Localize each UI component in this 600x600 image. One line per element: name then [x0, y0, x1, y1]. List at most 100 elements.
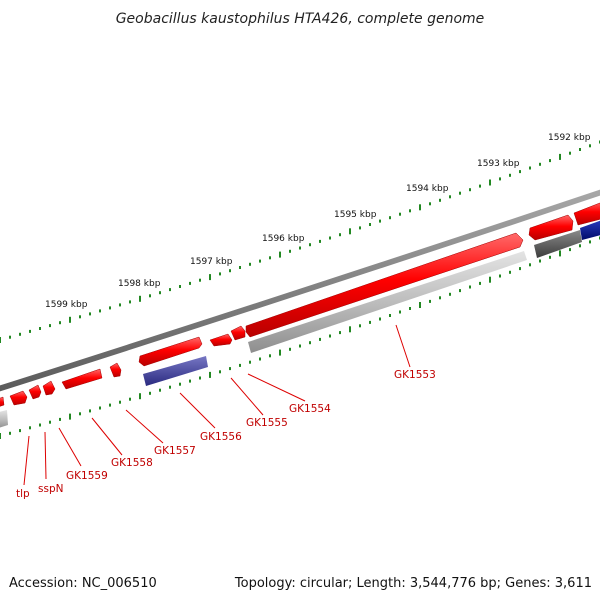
ruler-tick — [419, 302, 421, 308]
ruler-tick — [379, 219, 381, 223]
ruler-tick — [319, 337, 321, 341]
gene-label[interactable]: GK1556 — [200, 431, 242, 443]
ruler-tick — [429, 299, 431, 303]
ruler-tick — [89, 312, 91, 316]
ruler-tick — [539, 162, 541, 166]
gene-gk1553[interactable] — [245, 232, 524, 338]
ruler-tick — [209, 274, 211, 281]
ruler-tick — [309, 243, 311, 247]
ruler-tick — [29, 329, 31, 333]
ruler-tick — [369, 320, 371, 324]
ruler-tick — [159, 291, 161, 295]
ruler-tick — [299, 344, 301, 348]
cds-gk1556[interactable] — [143, 356, 208, 386]
ruler-tick — [529, 166, 531, 170]
ruler-tick — [179, 382, 181, 386]
ruler-tick — [339, 233, 341, 237]
ruler-tick — [279, 251, 281, 258]
ruler-tick — [319, 239, 321, 243]
ruler-tick — [399, 212, 401, 216]
gene-tlp[interactable] — [9, 390, 28, 406]
ruler-tick — [99, 309, 101, 313]
ruler-tick — [169, 288, 171, 292]
cds-left-edge[interactable] — [0, 410, 8, 429]
ruler-tick — [229, 269, 231, 273]
ruler-tick — [329, 236, 331, 240]
ruler-tick — [199, 376, 201, 380]
gene-sspn[interactable] — [28, 384, 42, 400]
forward-strand-genes — [0, 201, 600, 408]
accession-text: Accession: NC_006510 — [9, 576, 157, 591]
ruler-tick — [129, 397, 131, 401]
kbp-label: 1594 kbp — [406, 184, 449, 194]
ruler-tick — [449, 292, 451, 296]
kbp-label: 1599 kbp — [45, 300, 88, 310]
ruler-tick — [19, 332, 21, 336]
gene-label[interactable]: GK1555 — [246, 417, 288, 429]
ruler-tick — [199, 278, 201, 282]
gene-gk1555[interactable] — [209, 333, 233, 347]
gene-edge-left[interactable] — [0, 396, 5, 408]
ruler-tick — [189, 281, 191, 285]
ruler-tick — [219, 272, 221, 276]
gene-labels: GK1553 GK1554 GK1555 GK1556 GK1557 GK155… — [16, 369, 436, 500]
ruler-tick — [569, 248, 571, 252]
ruler-tick — [439, 296, 441, 300]
gene-label[interactable]: tlp — [16, 488, 30, 500]
ruler-tick — [419, 204, 421, 211]
ruler-tick — [149, 294, 151, 298]
gene-label[interactable]: GK1553 — [394, 369, 436, 381]
ruler-tick — [559, 153, 561, 160]
gene-forward-right[interactable] — [528, 214, 574, 241]
ruler-tick — [269, 354, 271, 358]
ruler-tick — [329, 334, 331, 338]
ruler-tick — [49, 420, 51, 424]
ruler-tick — [579, 244, 581, 248]
ruler-tick — [159, 388, 161, 392]
ruler-tick — [589, 240, 591, 244]
gene-label[interactable]: GK1558 — [111, 457, 153, 469]
cds-gk1553[interactable] — [248, 251, 527, 353]
gene-gk1559[interactable] — [42, 380, 56, 396]
gene-gk1558[interactable] — [61, 368, 103, 390]
gene-gk1557[interactable] — [109, 362, 122, 378]
ruler-tick — [119, 303, 121, 307]
ruler-tick — [289, 249, 291, 253]
gene-label[interactable]: GK1559 — [66, 470, 108, 482]
cds-dark[interactable] — [534, 230, 582, 258]
ruler-tick — [179, 285, 181, 288]
ruler-tick — [359, 226, 361, 230]
ruler-tick — [349, 228, 351, 235]
ruler-tick — [129, 300, 131, 304]
ruler-tick — [289, 347, 291, 351]
ruler-tick — [189, 379, 191, 383]
gene-label[interactable]: GK1557 — [154, 445, 196, 457]
kbp-label: 1592 kbp — [548, 133, 591, 143]
gene-label[interactable]: sspN — [38, 483, 63, 495]
gene-forward-edge[interactable] — [573, 201, 600, 226]
ruler-tick — [149, 391, 151, 395]
ruler-tick — [69, 413, 71, 420]
ruler-tick — [439, 198, 441, 202]
ruler-tick — [349, 326, 351, 333]
ruler-tick — [249, 262, 251, 266]
ruler-tick — [399, 310, 401, 314]
ruler-tick — [169, 385, 171, 389]
gene-label[interactable]: GK1554 — [289, 403, 331, 415]
ruler-tick — [449, 195, 451, 199]
ruler-tick — [519, 267, 521, 271]
ruler-tick — [19, 429, 21, 433]
gene-gk1556[interactable] — [138, 336, 203, 367]
cds-navy[interactable] — [580, 219, 600, 240]
ruler-tick — [0, 433, 1, 439]
ruler-tick — [9, 335, 11, 339]
ruler-tick — [29, 426, 31, 430]
ruler-tick — [49, 324, 51, 328]
ruler-tick — [529, 263, 531, 267]
ruler-tick — [379, 317, 381, 321]
gene-gk1554[interactable] — [230, 325, 246, 341]
kbp-ruler — [0, 140, 600, 439]
ruler-tick — [509, 270, 511, 274]
kbp-scale-labels: 1592 kbp 1593 kbp 1594 kbp 1595 kbp 1596… — [45, 133, 591, 310]
